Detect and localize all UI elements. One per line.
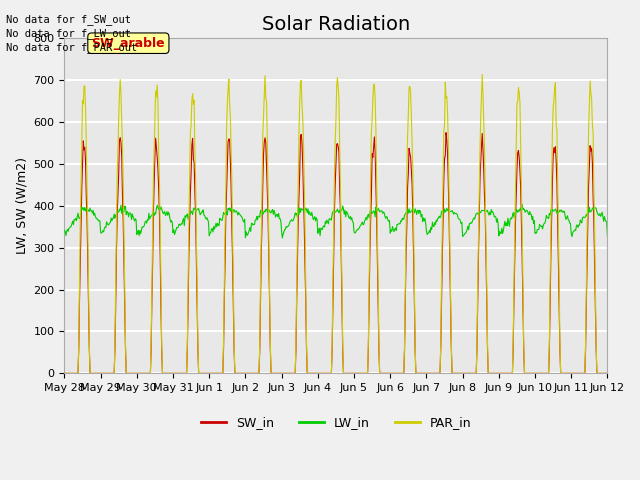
Y-axis label: LW, SW (W/m2): LW, SW (W/m2) [15, 157, 28, 254]
Text: SW_arable: SW_arable [92, 36, 165, 50]
Text: No data for f_LW_out: No data for f_LW_out [6, 28, 131, 39]
Text: No data for f_SW_out: No data for f_SW_out [6, 13, 131, 24]
Legend: SW_in, LW_in, PAR_in: SW_in, LW_in, PAR_in [196, 411, 476, 434]
Title: Solar Radiation: Solar Radiation [262, 15, 410, 34]
Text: No data for f_PAR_out: No data for f_PAR_out [6, 42, 138, 53]
